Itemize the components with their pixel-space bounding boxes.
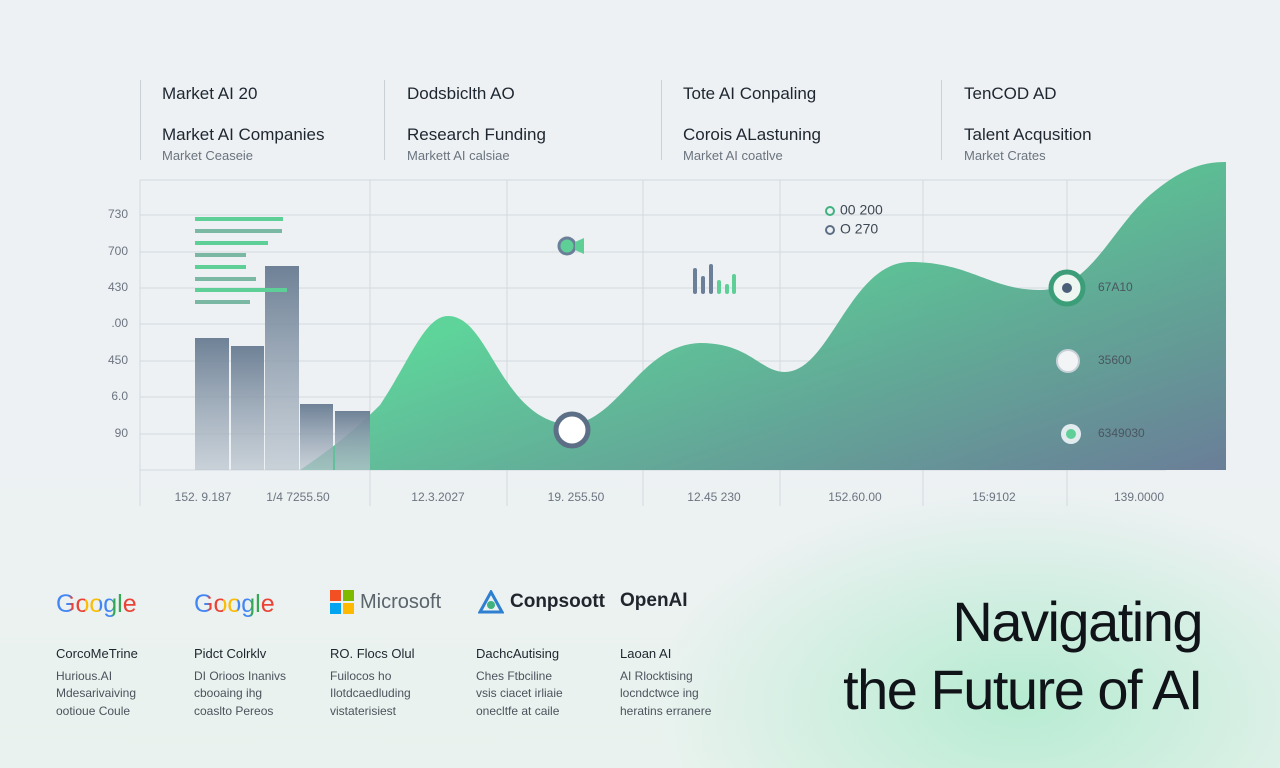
x-tick-label: 152. 9.187 (175, 490, 232, 504)
logo-text: Google (56, 590, 137, 618)
legend-label: 00 200 (840, 202, 883, 218)
marker (1062, 283, 1072, 293)
logo-text: Conpsoott (510, 591, 605, 612)
column-title: Dodsbiclth AO (407, 84, 515, 103)
company-line: cbooaing ihg (194, 686, 263, 700)
column-caption: Markett AI calsiae (407, 148, 510, 163)
company-line: ootioue Coule (56, 704, 131, 718)
column-subtitle: Corois ALastuning (683, 125, 821, 144)
column-subtitle: Talent Acqusition (964, 125, 1092, 144)
x-tick-label: 1/4 7255.50 (266, 490, 330, 504)
logo-text: Microsoft (360, 590, 442, 613)
legend-dot (825, 206, 835, 216)
company-line: heratins erranere (620, 704, 712, 718)
legend-label: O 270 (840, 221, 878, 237)
stripe-lines (195, 217, 287, 304)
bar (195, 338, 229, 470)
company-logo: Google (56, 590, 137, 619)
company-line: vistaterisiest (330, 704, 397, 718)
company-line: Fuilocos ho (330, 669, 392, 683)
column-caption: Market AI coatlve (683, 148, 783, 163)
hero-title: Navigating the Future of AI (843, 588, 1203, 724)
callout-label: 67A10 (1098, 280, 1133, 294)
separator (661, 80, 662, 160)
bar (300, 404, 333, 470)
column-title: Tote AI Conpaling (683, 84, 817, 103)
column-title: Market AI 20 (162, 84, 258, 103)
company-line: Hurious.AI (56, 669, 113, 683)
x-tick-label: 12.45 230 (687, 490, 741, 504)
ms-icon (330, 590, 354, 614)
legend-dot (825, 225, 835, 235)
area-shade (300, 162, 1226, 470)
logo-text: OpenAI (620, 590, 688, 611)
gear-icon (557, 236, 584, 256)
y-tick-label: 90 (115, 426, 129, 440)
company-line: locndctwce ing (620, 686, 699, 700)
separator (941, 80, 942, 160)
y-tick-label: 430 (108, 280, 128, 294)
callout-label: 35600 (1098, 353, 1132, 367)
company-line: RO. Flocs Olul (330, 646, 415, 661)
company-line: vsis ciacet irliaie (476, 686, 563, 700)
y-tick-label: .00 (111, 316, 128, 330)
bar (231, 346, 264, 470)
y-tick-label: 730 (108, 207, 128, 221)
bar (335, 411, 370, 470)
marker (1056, 349, 1080, 373)
icon-bars (693, 264, 736, 294)
column-subtitle: Research Funding (407, 125, 546, 144)
y-tick-label: 6.0 (111, 389, 128, 403)
y-tick-label: 450 (108, 353, 128, 367)
x-tick-label: 12.3.2027 (411, 490, 465, 504)
logo-text: Google (194, 590, 275, 618)
company-line: AI Rlocktising (620, 669, 693, 683)
company-logo: Google (194, 590, 275, 619)
company-line: Ilotdcaedluding (330, 686, 411, 700)
separator (384, 80, 385, 160)
x-tick-label: 152.60.00 (828, 490, 882, 504)
company-line: DachcAutising (476, 646, 560, 661)
column-caption: Market Crates (964, 148, 1046, 163)
company-line: coaslto Pereos (194, 704, 274, 718)
separator (140, 80, 141, 160)
column-subtitle: Market AI Companies (162, 125, 325, 144)
x-tick-label: 15:9102 (972, 490, 1016, 504)
column-title: TenCOD AD (964, 84, 1057, 103)
company-line: Laoan AI (620, 646, 672, 661)
column-caption: Market Ceaseie (162, 148, 254, 163)
company-line: onecltfe at caile (476, 704, 560, 718)
x-tick-label: 139.0000 (1114, 490, 1164, 504)
company-logo: Microsoft (330, 590, 441, 614)
marker (1066, 429, 1076, 439)
y-tick-label: 700 (108, 244, 128, 258)
company-line: Ches Ftbciline (476, 669, 553, 683)
chart: 730 700 430 .00 450 6.0 90 152. 9.187 1/4 7255.5… (108, 162, 1226, 506)
company-line: CorcoMeTrine (56, 646, 138, 661)
company-logo: OpenAI (620, 590, 688, 612)
callout-label: 6349030 (1098, 426, 1145, 440)
company-line: DI Orioos Inanivs (194, 669, 287, 683)
bar (265, 266, 299, 470)
company-line: Pidct Colrklv (194, 646, 267, 661)
company-logo: Conpsoott (478, 590, 605, 614)
marker (553, 411, 591, 449)
company-line: Mdesarivaiving (56, 686, 137, 700)
x-tick-label: 19. 255.50 (548, 490, 605, 504)
brand-icon (478, 590, 504, 614)
hero-line: Navigating (952, 590, 1203, 653)
hero-line: the Future of AI (843, 658, 1203, 721)
